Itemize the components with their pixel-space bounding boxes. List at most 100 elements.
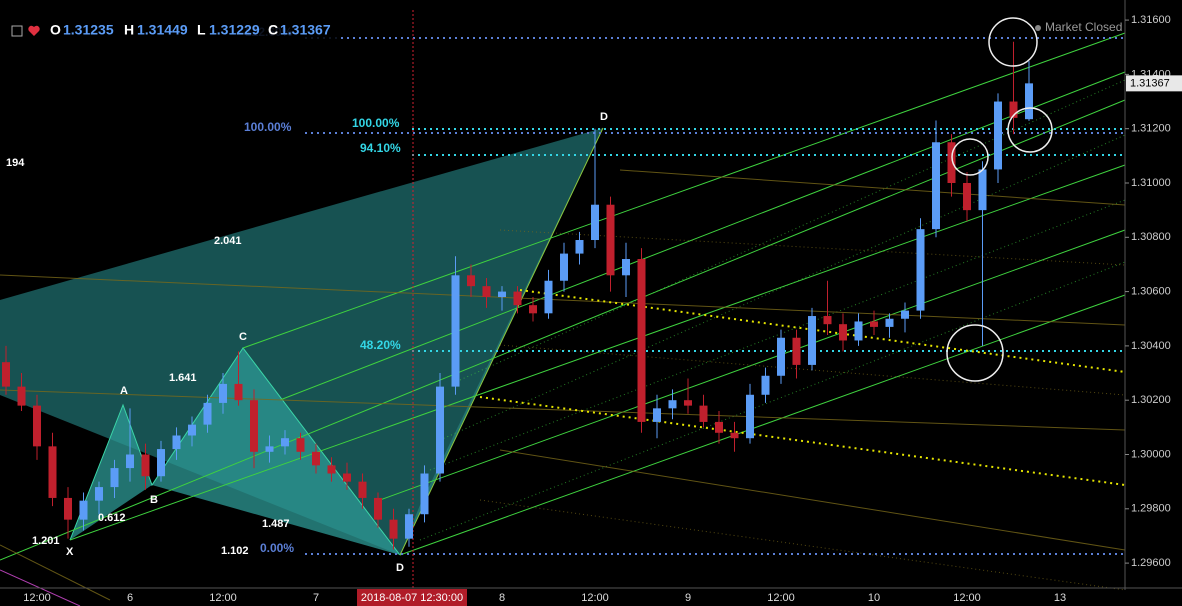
pitchfork-dotted bbox=[419, 79, 1126, 541]
candle-body bbox=[560, 253, 568, 281]
y-tick-label: 1.30600 bbox=[1131, 286, 1171, 298]
annotation: A bbox=[120, 385, 128, 397]
annotation: 1.102 bbox=[221, 545, 249, 557]
candle-body bbox=[653, 408, 661, 422]
icon[interactable] bbox=[28, 25, 40, 36]
candle-body bbox=[141, 454, 150, 477]
last-price-label: 1.31367 bbox=[1130, 77, 1170, 89]
axes: 1.29600 1.29800 1.30000 1.30200 1.30400 1.306… bbox=[23, 14, 1182, 606]
y-tick-label: 1.31000 bbox=[1131, 177, 1171, 189]
status-dot bbox=[1035, 25, 1041, 31]
ohlc-label: O bbox=[50, 22, 61, 38]
x-tick-label: 8 bbox=[499, 592, 505, 604]
candle-body bbox=[885, 318, 894, 327]
candle-body bbox=[777, 337, 785, 376]
ohlc-header: O 1.31235 H 1.31449 L 1.31229 C 1.31367 bbox=[50, 22, 331, 38]
candle-body bbox=[110, 468, 119, 488]
candle-body bbox=[808, 316, 816, 365]
candle-body bbox=[482, 286, 491, 298]
candle-body bbox=[1025, 83, 1033, 120]
x-tick-label: 12:00 bbox=[953, 592, 981, 604]
candle-body bbox=[498, 291, 506, 298]
candle-body bbox=[823, 316, 832, 325]
y-tick-label: 1.30400 bbox=[1131, 340, 1171, 352]
candle-body bbox=[1009, 101, 1018, 118]
trend-dotted bbox=[479, 229, 1126, 591]
annotation: 2.041 bbox=[214, 235, 242, 247]
crosshair-label-bg bbox=[357, 589, 467, 606]
candle-body bbox=[389, 519, 398, 539]
pattern-line bbox=[69, 347, 401, 556]
annotation: 0.612 bbox=[98, 512, 126, 524]
candle-body bbox=[870, 321, 878, 327]
candle-body bbox=[234, 383, 243, 401]
y-tick-label: 1.31200 bbox=[1131, 123, 1171, 135]
candle-body bbox=[963, 182, 971, 211]
annotation: 1.641 bbox=[169, 372, 197, 384]
ohlc-value: 1.31449 bbox=[137, 22, 188, 38]
y-tick-label: 1.31600 bbox=[1131, 14, 1171, 26]
annotation: 94.10% bbox=[360, 141, 401, 155]
candle-body bbox=[575, 240, 584, 254]
candle-body bbox=[172, 435, 181, 450]
candle-body bbox=[684, 400, 692, 406]
pattern-area bbox=[152, 348, 400, 555]
y-tick-label: 1.29800 bbox=[1131, 503, 1171, 515]
annotation: 194 bbox=[6, 157, 25, 169]
annotation: D bbox=[600, 111, 608, 123]
candle-body bbox=[17, 386, 26, 406]
candle-body bbox=[64, 497, 72, 520]
candle-body bbox=[715, 421, 723, 433]
candle-body bbox=[126, 454, 134, 469]
ohlc-label: C bbox=[268, 22, 278, 38]
candle-body bbox=[281, 438, 289, 447]
candle-body bbox=[188, 424, 196, 436]
fib-level bbox=[412, 128, 1125, 352]
candle-body bbox=[157, 449, 165, 477]
annotation: 1.201 bbox=[32, 535, 60, 547]
candle-body bbox=[978, 169, 987, 211]
candle-body bbox=[374, 497, 382, 520]
candles bbox=[2, 41, 1033, 550]
candle-body bbox=[451, 275, 460, 387]
y-tick-label: 1.30200 bbox=[1131, 394, 1171, 406]
candle-body bbox=[343, 473, 351, 482]
last-price-tag bbox=[1126, 75, 1182, 92]
y-tick-label: 1.29600 bbox=[1131, 557, 1171, 569]
candle-body bbox=[854, 321, 863, 341]
candle-body bbox=[48, 446, 57, 498]
x-tick-label: 12:00 bbox=[767, 592, 795, 604]
candle-body bbox=[467, 275, 475, 287]
candle-body bbox=[312, 451, 320, 466]
candle-body bbox=[901, 310, 909, 319]
ohlc-value: 1.31367 bbox=[280, 22, 331, 38]
ohlc-value: 1.31229 bbox=[209, 22, 260, 38]
crosshair-label: 2018-08-07 12:30:00 bbox=[361, 592, 463, 604]
annotation: 0.00% bbox=[260, 541, 294, 555]
y-tick-label: 1.30800 bbox=[1131, 231, 1171, 243]
candle-body bbox=[436, 386, 444, 474]
candle-body bbox=[544, 280, 553, 314]
annotation: D bbox=[396, 562, 404, 574]
candle-body bbox=[932, 142, 940, 230]
icon[interactable] bbox=[11, 25, 23, 37]
ohlc-label: H bbox=[124, 22, 134, 38]
candle-body bbox=[327, 465, 336, 474]
pattern-area bbox=[0, 128, 603, 555]
x-tick-label: 12:00 bbox=[209, 592, 237, 604]
x-tick-label: 10 bbox=[868, 592, 880, 604]
candle-body bbox=[746, 394, 754, 439]
candle-body bbox=[606, 204, 615, 276]
candle-body bbox=[513, 291, 522, 306]
x-tick-label: 7 bbox=[313, 592, 319, 604]
annotation: 100.00% bbox=[352, 116, 400, 130]
header-bg bbox=[0, 18, 340, 44]
candle-body bbox=[2, 362, 10, 387]
candle-body bbox=[994, 101, 1002, 170]
candle-body bbox=[265, 446, 274, 452]
y-tick-label: 1.30000 bbox=[1131, 448, 1171, 460]
candle-body bbox=[405, 514, 413, 539]
annotation: C bbox=[239, 331, 247, 343]
candle-body bbox=[668, 400, 677, 409]
